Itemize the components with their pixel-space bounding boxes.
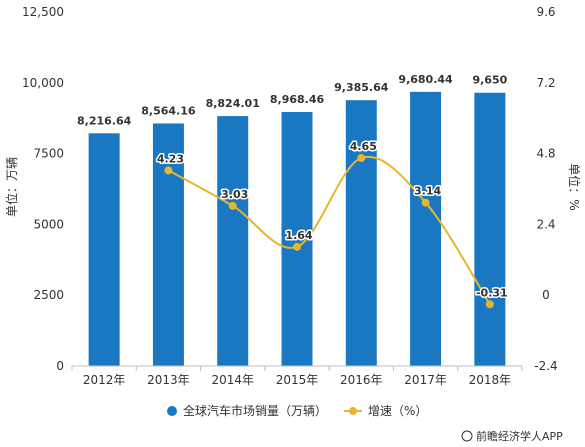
growth-point: [228, 201, 237, 210]
y-tick-label: 2500: [33, 288, 64, 302]
bar: [152, 123, 184, 367]
y-tick-label: 7500: [33, 147, 64, 161]
bar: [88, 133, 120, 366]
growth-value-label: -0.31: [476, 286, 508, 299]
y2-tick-label: 9.6: [536, 5, 555, 19]
growth-point: [293, 242, 301, 251]
growth-value-label: 3.03: [221, 188, 248, 201]
bar-value-label: 8,564.16: [141, 104, 196, 117]
bar-value-label: 9,385.64: [334, 81, 389, 94]
y-tick-label: 10,000: [22, 76, 64, 90]
data-labels: 8,216.64 8,564.16 8,824.01 8,968.46 9,385.64…: [77, 73, 509, 301]
y2-tick-label: 7.2: [536, 76, 555, 90]
x-tick-label: 2013年: [147, 373, 190, 387]
x-tick-label: 2016年: [340, 373, 383, 387]
watermark-text: 前瞻经济学人APP: [476, 429, 563, 443]
watermark: 前瞻经济学人APP: [461, 429, 563, 443]
x-tick-label: 2015年: [276, 373, 319, 387]
y2-tick-label: 0: [542, 288, 550, 302]
left-axis-ticks: 0 2500 5000 7500 10,000 12,500: [22, 5, 64, 373]
growth-point: [164, 166, 173, 175]
legend: 全球汽车市场销量（万辆） 增速（%）: [167, 403, 427, 418]
bar: [474, 92, 506, 366]
y2-tick-label: 4.8: [536, 147, 555, 161]
y-tick-label: 0: [56, 359, 64, 373]
left-axis-title: 单位：万辆: [4, 157, 19, 217]
growth-value-label: 4.23: [157, 152, 184, 165]
y-tick-label: 5000: [33, 217, 64, 231]
growth-value-label: 3.14: [414, 185, 441, 198]
growth-line-series: [164, 154, 494, 309]
growth-value-label: 1.64: [285, 229, 312, 242]
bar: [345, 100, 377, 367]
legend-label-line: 增速（%）: [368, 404, 427, 418]
bar-value-label: 8,824.01: [206, 97, 260, 110]
right-axis-title: 单位：%: [567, 163, 582, 210]
bar-value-label: 9,680.44: [398, 73, 453, 86]
growth-line: [167, 155, 491, 305]
x-tick-label: 2014年: [211, 373, 254, 387]
x-tick-label: 2012年: [83, 373, 126, 387]
y2-tick-label: -2.4: [534, 359, 557, 373]
bar-series: [88, 91, 506, 367]
x-axis-ticks: 2012年 2013年 2014年 2015年 2016年 2017年 2018年: [71, 366, 523, 387]
bar: [410, 91, 442, 366]
legend-swatch-bar: [167, 406, 177, 416]
x-tick-label: 2018年: [469, 373, 512, 387]
legend-swatch-marker: [349, 407, 357, 415]
bar-value-label: 8,216.64: [77, 114, 132, 127]
right-axis-ticks: -2.4 0 2.4 4.8 7.2 9.6: [534, 5, 557, 373]
x-tick-label: 2017年: [404, 373, 447, 387]
growth-point: [357, 154, 366, 163]
growth-point: [485, 300, 494, 309]
y2-tick-label: 2.4: [536, 217, 555, 231]
bar-value-label: 8,968.46: [270, 93, 325, 106]
watermark-icon: [461, 430, 473, 442]
bar: [217, 116, 249, 366]
legend-label-bar: 全球汽车市场销量（万辆）: [183, 403, 327, 418]
y-tick-label: 12,500: [22, 5, 64, 19]
bar-value-label: 9,650: [472, 74, 507, 87]
growth-value-label: 4.65: [350, 140, 377, 153]
growth-point: [421, 198, 430, 207]
